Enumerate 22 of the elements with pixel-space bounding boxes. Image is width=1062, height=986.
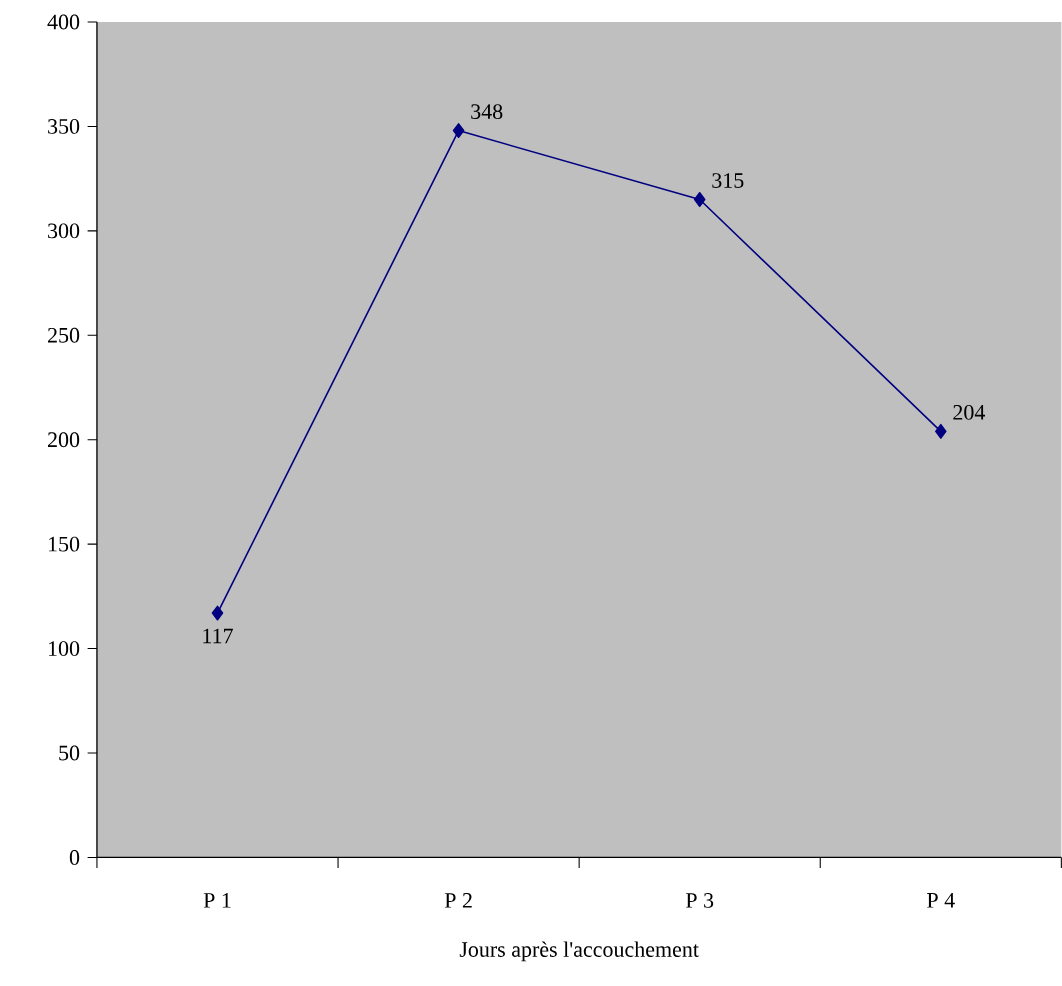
y-tick-label: 150 <box>48 536 80 552</box>
point <box>211 605 224 621</box>
data-label: 204 <box>953 404 986 420</box>
x-tick-label: P 1 <box>203 892 231 908</box>
x-tick-label: P 2 <box>444 892 472 908</box>
x-tick-label: P 3 <box>685 892 714 908</box>
data-label: 315 <box>712 172 744 188</box>
point <box>693 191 706 207</box>
y-tick-label: 50 <box>59 745 80 761</box>
point <box>452 122 465 138</box>
point <box>935 423 947 439</box>
y-tick-label: 250 <box>48 327 80 343</box>
data-label: 348 <box>471 103 503 119</box>
y-tick-label: 350 <box>48 118 80 134</box>
x-tick-label: P 4 <box>927 892 955 908</box>
y-tick-label: 200 <box>48 432 80 447</box>
data-label: 117 <box>203 628 233 643</box>
y-tick-label: 300 <box>48 223 80 239</box>
y-tick-label: 100 <box>48 640 80 656</box>
x-axis-title: Jours après l'accouchement <box>459 941 699 962</box>
y-tick-label: 400 <box>47 14 80 30</box>
y-tick-label: 0 <box>69 849 80 865</box>
